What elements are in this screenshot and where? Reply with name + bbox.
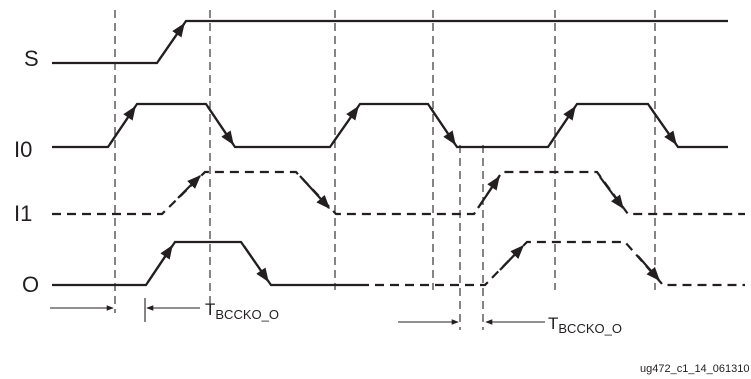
signal-label-i0: I0	[14, 137, 32, 162]
guide-lines	[114, 10, 656, 330]
timing-dimension-1: TBCCKO_O	[50, 298, 279, 322]
signal-label-s: S	[24, 46, 39, 71]
signal-label-i1: I1	[14, 201, 32, 226]
signal-label-o: O	[22, 272, 39, 297]
waveform-o	[52, 240, 745, 287]
waveform-s	[52, 19, 728, 65]
figure-id: ug472_c1_14_061310	[640, 363, 750, 375]
waveform-i0	[52, 102, 728, 149]
timing-label-2: TBCCKO_O	[548, 314, 622, 336]
timing-label-1: TBCCKO_O	[205, 300, 279, 322]
waveform-i1	[52, 170, 745, 216]
timing-dimension-2: TBCCKO_O	[398, 314, 622, 336]
